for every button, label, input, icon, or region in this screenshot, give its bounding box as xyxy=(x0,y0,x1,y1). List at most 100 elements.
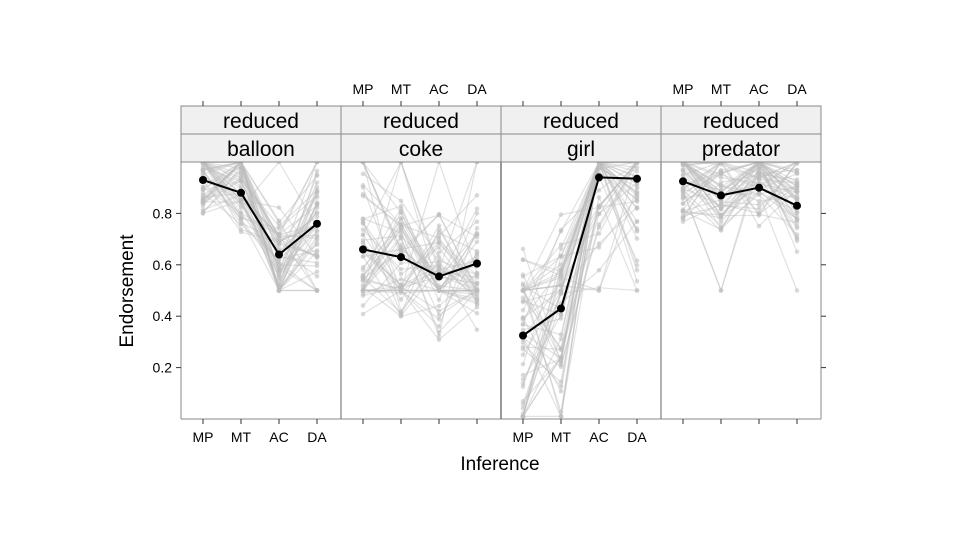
participant-point xyxy=(360,293,366,298)
participant-point xyxy=(718,288,724,293)
mean-point xyxy=(755,183,763,192)
participant-line xyxy=(523,195,638,417)
participant-line xyxy=(522,172,638,291)
participant-line xyxy=(362,227,478,328)
participant-line xyxy=(362,222,478,300)
participant-line xyxy=(522,161,638,380)
participant-line xyxy=(522,161,638,402)
participant-point xyxy=(314,214,320,219)
participant-line xyxy=(362,161,478,292)
participant-point xyxy=(200,211,206,216)
participant-line xyxy=(522,160,638,311)
mean-point xyxy=(237,188,245,197)
participant-point xyxy=(436,317,442,322)
participant-point xyxy=(756,206,762,212)
mean-point xyxy=(679,177,687,186)
participant-line xyxy=(682,161,798,202)
participant-point xyxy=(474,239,480,245)
participant-line xyxy=(362,285,478,312)
participant-line xyxy=(362,224,478,315)
individual-lines-layer xyxy=(200,159,800,419)
participant-line xyxy=(202,161,318,257)
participant-line xyxy=(522,161,638,292)
participant-point xyxy=(756,202,762,207)
participant-point xyxy=(596,231,602,236)
participant-point xyxy=(360,218,366,224)
participant-point xyxy=(276,273,282,278)
y-tick-label: 0.8 xyxy=(153,205,173,221)
participant-line xyxy=(522,160,638,364)
participant-point xyxy=(314,269,320,275)
participant-point xyxy=(398,234,404,240)
participant-point xyxy=(718,219,724,225)
participant-point xyxy=(558,212,564,217)
participant-line xyxy=(362,184,478,292)
x-tick-label: MP xyxy=(673,81,694,97)
strip-item xyxy=(340,133,502,163)
participant-point xyxy=(558,278,564,284)
participant-line xyxy=(682,165,798,240)
participant-line xyxy=(682,161,798,187)
participant-line xyxy=(202,161,318,280)
participant-line xyxy=(522,161,638,352)
participant-line xyxy=(682,161,798,200)
participant-point xyxy=(558,336,564,342)
participant-point xyxy=(238,171,244,177)
participant-line xyxy=(363,289,478,341)
participant-point xyxy=(238,227,244,232)
participant-line xyxy=(362,173,478,291)
participant-line xyxy=(682,161,798,194)
participant-line xyxy=(202,186,318,291)
participant-line xyxy=(362,242,478,301)
x-tick-label: AC xyxy=(589,429,608,445)
participant-point xyxy=(436,288,442,293)
participant-point xyxy=(520,299,526,305)
participant-point xyxy=(520,414,526,419)
strip-item-label: predator xyxy=(702,138,780,161)
participant-line xyxy=(522,159,638,376)
participant-point xyxy=(680,172,686,177)
participant-line xyxy=(522,160,638,292)
participant-point xyxy=(238,214,244,219)
mean-line xyxy=(522,176,638,337)
y-tick-label: 0.4 xyxy=(153,308,173,324)
participant-point xyxy=(436,283,442,289)
participant-point xyxy=(718,213,724,218)
participant-line xyxy=(682,161,798,199)
participant-line xyxy=(522,161,638,291)
participant-point xyxy=(436,254,442,260)
participant-point xyxy=(360,239,366,245)
participant-line xyxy=(362,217,478,300)
x-tick-label: DA xyxy=(307,429,327,445)
participant-point xyxy=(756,199,762,204)
participant-point xyxy=(436,264,442,270)
participant-line xyxy=(522,161,638,417)
x-tick-label: MT xyxy=(391,81,412,97)
strip-item-label: balloon xyxy=(227,138,295,161)
participant-point xyxy=(314,235,320,241)
participant-point xyxy=(520,272,526,278)
participant-point xyxy=(314,193,320,199)
participant-point xyxy=(718,180,724,185)
participant-point xyxy=(314,184,320,190)
participant-line xyxy=(202,200,318,236)
participant-point xyxy=(520,346,526,352)
participant-point xyxy=(360,191,366,197)
participant-point xyxy=(314,255,320,261)
participant-point xyxy=(238,179,244,184)
participant-point xyxy=(558,414,564,419)
participant-point xyxy=(474,310,480,316)
participant-line xyxy=(522,159,638,417)
participant-line xyxy=(522,200,638,417)
participant-point xyxy=(558,347,564,352)
participant-line xyxy=(682,174,798,220)
participant-point xyxy=(794,180,800,186)
participant-point xyxy=(238,164,244,170)
participant-point xyxy=(436,337,442,343)
y-tick-label: 0.6 xyxy=(153,257,173,273)
participant-point xyxy=(794,210,800,215)
participant-point xyxy=(436,211,442,217)
participant-point xyxy=(558,364,564,370)
participant-line xyxy=(362,220,478,316)
participant-line xyxy=(682,160,798,293)
